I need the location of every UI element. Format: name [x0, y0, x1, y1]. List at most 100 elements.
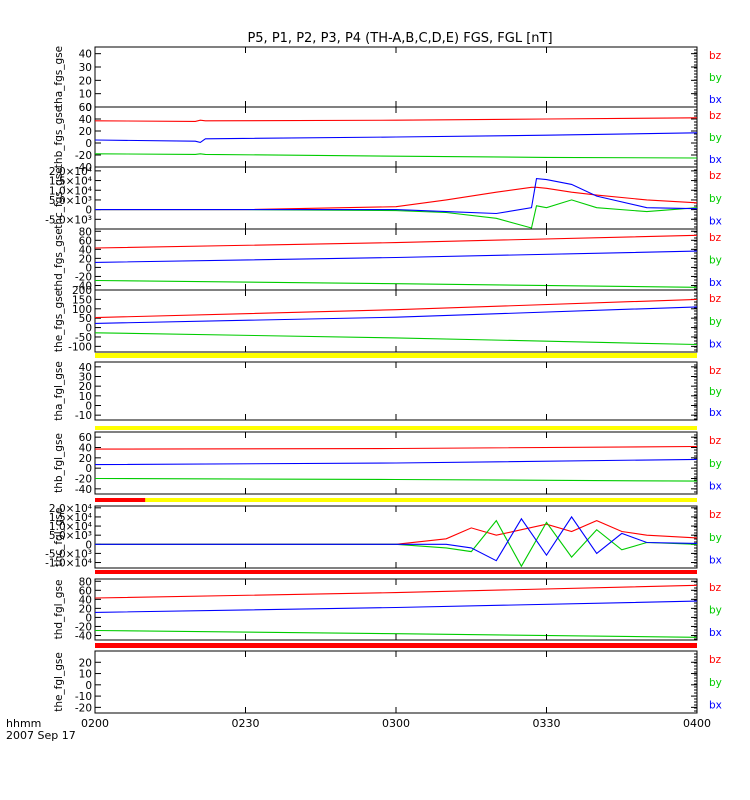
legend-by: by	[709, 604, 722, 616]
series-bx	[94, 458, 698, 466]
panel-frame	[94, 361, 698, 421]
y-tick-label: 40	[79, 244, 92, 256]
panel-thc_fgl_gse: -1.0×10⁴-5.0×10³05.0×10³1.0×10⁴1.5×10⁴2.…	[45, 503, 722, 570]
y-axis-label: the_fgs_gse	[53, 290, 65, 352]
legend-by: by	[709, 532, 722, 544]
y-tick-label: -20	[75, 474, 92, 486]
series-bz	[94, 445, 698, 450]
series-by	[94, 153, 698, 159]
legend-by: by	[709, 677, 722, 689]
legend-bz: bz	[709, 232, 722, 244]
y-tick-label: -40	[75, 630, 92, 642]
series-by	[95, 199, 698, 229]
y-tick-label: 150	[72, 294, 92, 306]
y-tick-label: -50	[75, 332, 92, 344]
time-axis-label: hhmm	[6, 717, 41, 730]
flag-bar	[95, 498, 697, 502]
legend-bz: bz	[709, 365, 722, 377]
legend-bx: bx	[709, 94, 722, 106]
legend-by: by	[709, 254, 722, 266]
date-label: 2007 Sep 17	[6, 729, 76, 742]
legend-bz: bz	[709, 654, 722, 666]
series-bz	[94, 234, 698, 249]
y-tick-label: 5.0×10³	[49, 530, 92, 542]
legend-by: by	[709, 386, 722, 398]
y-tick-label: 20	[79, 253, 92, 265]
y-axis-label: thb_fgs_gse	[53, 106, 65, 168]
y-tick-label: 20	[79, 603, 92, 615]
y-tick-label: 1.5×10⁴	[49, 176, 92, 188]
flag-bar	[95, 353, 697, 358]
y-tick-label: 40	[79, 49, 92, 61]
y-axis-label: thc_fgs_gse	[53, 167, 65, 228]
y-tick-label: -10	[75, 691, 92, 703]
legend-bx: bx	[709, 154, 722, 166]
y-tick-label: -20	[75, 150, 92, 162]
series-by	[94, 279, 698, 288]
y-tick-label: 0	[85, 401, 92, 413]
legend-by: by	[709, 458, 722, 470]
y-tick-label: 0	[85, 323, 92, 335]
legend-bz: bz	[709, 509, 722, 521]
y-tick-label: 40	[79, 443, 92, 455]
panel-frame	[94, 650, 698, 714]
legend-bz: bz	[709, 110, 722, 122]
y-tick-label: 100	[72, 304, 92, 316]
time-axis: 0200 0230 0300 0330 0400	[81, 717, 711, 730]
y-tick-label: 30	[79, 62, 92, 74]
y-axis-label: tha_fgs_gse	[53, 46, 65, 108]
y-axis-label: the_fgl_gse	[53, 652, 65, 712]
y-tick-label: 60	[79, 585, 92, 597]
legend-by: by	[709, 132, 722, 144]
panel-frame	[94, 228, 698, 291]
y-tick-label: 60	[79, 102, 92, 114]
y-tick-label: 50	[79, 313, 92, 325]
legend-bx: bx	[709, 555, 722, 567]
y-tick-label: -5.0×10³	[45, 548, 92, 560]
y-tick-label: 80	[79, 226, 92, 238]
legend-bx: bx	[709, 277, 722, 289]
y-tick-label: -20	[75, 621, 92, 633]
y-tick-label: -5.0×10³	[45, 214, 92, 226]
y-tick-label: 0	[85, 463, 92, 475]
y-tick-label: -100	[68, 341, 92, 353]
flag-bar-red	[95, 498, 146, 502]
legend-bx: bx	[709, 407, 722, 419]
x-tick-label: 0400	[683, 717, 711, 730]
legend-bz: bz	[709, 435, 722, 447]
y-tick-label: 30	[79, 372, 92, 384]
y-tick-label: 0	[85, 680, 92, 692]
y-tick-label: 2.0×10⁴	[49, 503, 92, 515]
y-tick-label: 2.0×10⁴	[49, 166, 92, 178]
legend-bx: bx	[709, 700, 722, 712]
y-tick-label: 40	[79, 114, 92, 126]
y-tick-label: 0	[85, 612, 92, 624]
y-tick-label: 80	[79, 576, 92, 588]
y-tick-label: 0	[85, 205, 92, 217]
y-tick-label: -10	[75, 410, 92, 422]
legend-bz: bz	[709, 582, 722, 594]
y-tick-label: 60	[79, 235, 92, 247]
series-bx	[94, 600, 698, 613]
series-bz	[94, 117, 698, 122]
y-axis-label: thb_fgl_gse	[53, 433, 65, 493]
series-bx	[94, 306, 698, 324]
series-bz	[95, 520, 698, 545]
panel-thc_fgs_gse: -5.0×10³05.0×10³1.0×10⁴1.5×10⁴2.0×10⁴thc…	[45, 166, 722, 230]
x-tick-label: 0330	[533, 717, 561, 730]
flag-bars	[95, 353, 697, 648]
series-by	[94, 332, 698, 346]
y-axis-label: thc_fgl_gse	[53, 508, 65, 567]
legend-bx: bx	[709, 339, 722, 351]
y-tick-label: -40	[75, 162, 92, 174]
y-tick-label: 0	[85, 539, 92, 551]
x-tick-label: 0300	[382, 717, 410, 730]
y-axis-label: thd_fgs_gse	[53, 228, 65, 290]
legend-bx: bx	[709, 627, 722, 639]
